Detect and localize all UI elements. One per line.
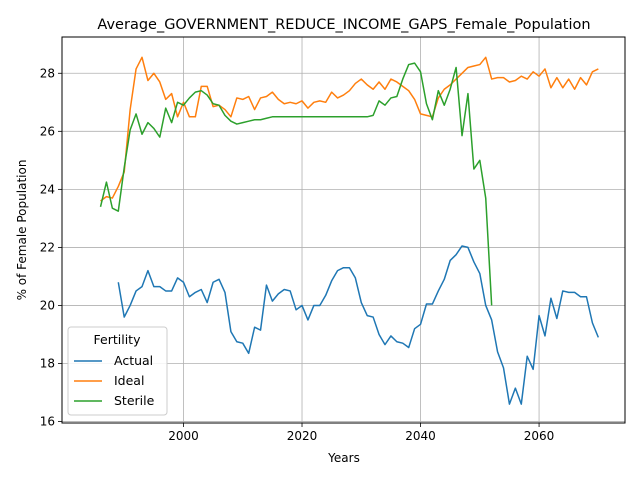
legend: Fertility Actual Ideal Sterile <box>67 326 168 416</box>
series-line-ideal <box>100 56 599 202</box>
x-axis-label: Years <box>327 451 360 465</box>
y-tick-label: 16 <box>40 415 55 429</box>
y-tick-label: 26 <box>40 124 55 138</box>
y-tick-label: 22 <box>40 240 55 254</box>
plot-area-frame <box>61 36 626 424</box>
axis-ticks: 2000 2020 2040 2060 16 18 20 22 24 26 28 <box>40 66 555 443</box>
x-tick-label: 2060 <box>524 429 555 443</box>
y-tick-label: 24 <box>40 182 55 196</box>
chart-title: Average_GOVERNMENT_REDUCE_INCOME_GAPS_Fe… <box>97 17 590 33</box>
x-tick-label: 2020 <box>287 429 318 443</box>
legend-title: Fertility <box>94 332 142 347</box>
y-axis-label: % of Female Population <box>15 160 29 301</box>
y-tick-label: 28 <box>40 66 55 80</box>
y-tick-label: 20 <box>40 298 55 312</box>
x-tick-label: 2000 <box>168 429 199 443</box>
legend-entries: Actual Ideal Sterile <box>74 353 155 408</box>
series-lines <box>99 56 600 405</box>
x-tick-label: 2040 <box>405 429 436 443</box>
legend-label-actual: Actual <box>114 353 153 368</box>
legend-box <box>67 326 168 416</box>
series-line-sterile <box>99 62 493 306</box>
series-line-actual <box>117 245 600 405</box>
y-tick-label: 18 <box>40 357 55 371</box>
legend-label-ideal: Ideal <box>114 373 144 388</box>
legend-label-sterile: Sterile <box>114 393 155 408</box>
